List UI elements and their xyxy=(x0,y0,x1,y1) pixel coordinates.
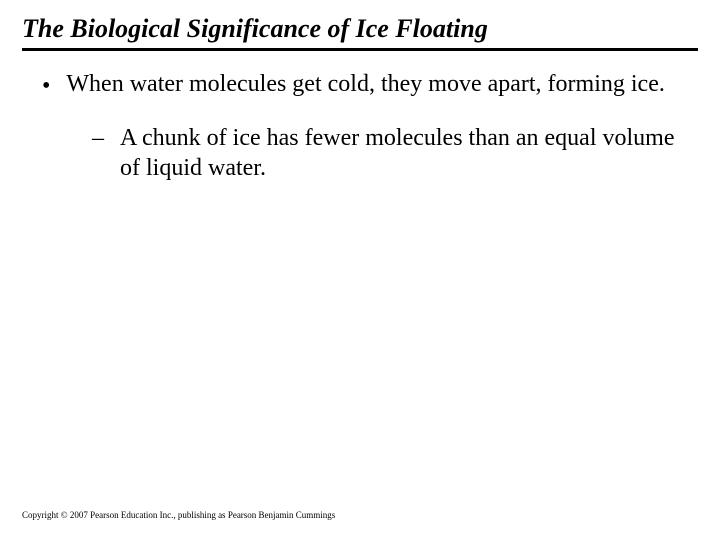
bullet-text: A chunk of ice has fewer molecules than … xyxy=(120,123,698,183)
copyright-text: Copyright © 2007 Pearson Education Inc.,… xyxy=(22,510,335,520)
dash-marker: – xyxy=(92,123,104,183)
bullet-level-2: – A chunk of ice has fewer molecules tha… xyxy=(92,123,698,183)
bullet-level-1: • When water molecules get cold, they mo… xyxy=(42,69,698,101)
bullet-text: When water molecules get cold, they move… xyxy=(66,69,698,101)
slide-title: The Biological Significance of Ice Float… xyxy=(22,14,698,51)
bullet-marker: • xyxy=(42,71,50,101)
slide: The Biological Significance of Ice Float… xyxy=(0,0,720,540)
